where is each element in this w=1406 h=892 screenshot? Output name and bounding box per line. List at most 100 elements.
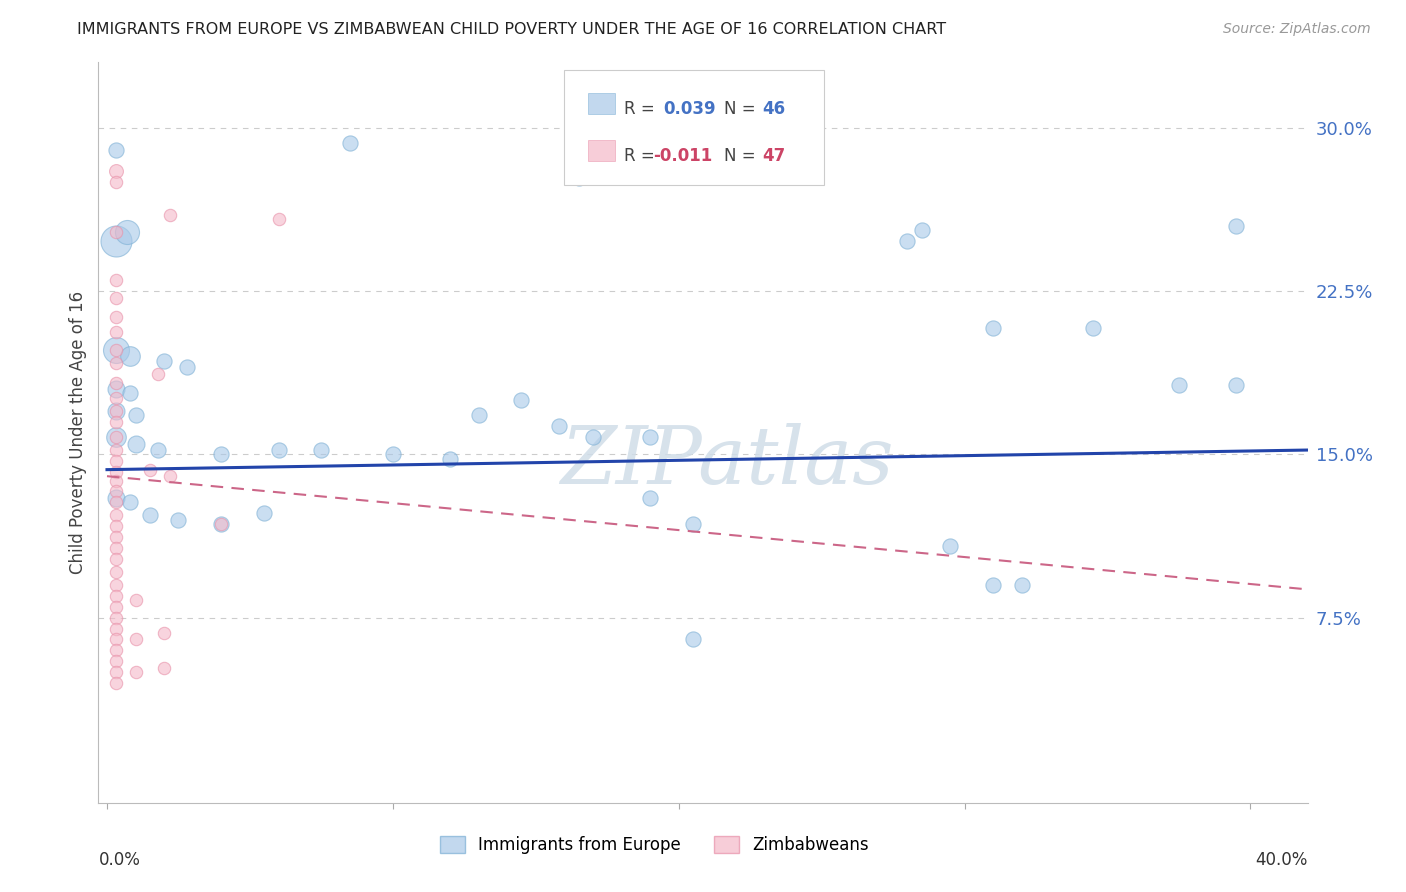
Point (267, 212, 290, 227)
Point (104, 175, 127, 189)
Text: 46: 46 (762, 100, 786, 118)
Point (124, 436, 146, 450)
Point (159, 469, 181, 483)
Point (209, 447, 232, 461)
Point (153, 661, 176, 675)
Point (510, 392, 533, 407)
Point (682, 517, 704, 532)
Point (104, 676, 127, 690)
Point (1011, 578, 1033, 592)
Point (439, 451, 461, 466)
Point (104, 643, 127, 657)
Point (118, 495, 141, 509)
Point (104, 578, 127, 592)
Point (124, 665, 146, 680)
Point (104, 376, 127, 390)
Point (104, 343, 127, 357)
Point (939, 539, 962, 553)
Point (148, 443, 170, 458)
Point (104, 164, 127, 178)
Text: N =: N = (724, 100, 755, 118)
Point (104, 474, 127, 488)
Point (104, 343, 127, 357)
Point (104, 565, 127, 579)
Point (104, 404, 127, 418)
Point (104, 443, 127, 458)
Point (1225, 377, 1247, 392)
Point (104, 382, 127, 396)
Point (104, 356, 127, 370)
Point (104, 632, 127, 647)
Point (104, 234, 127, 248)
Point (1083, 321, 1105, 335)
Point (124, 632, 146, 647)
Point (118, 386, 141, 401)
Point (153, 626, 176, 640)
Point (104, 599, 127, 614)
Point (104, 589, 127, 603)
Point (104, 552, 127, 566)
Point (104, 415, 127, 429)
Text: 0.0%: 0.0% (98, 851, 141, 869)
Point (104, 622, 127, 636)
Point (209, 517, 232, 532)
Point (104, 273, 127, 287)
Point (104, 225, 127, 239)
Point (1225, 219, 1247, 233)
Text: ZIPatlas: ZIPatlas (561, 424, 894, 501)
Point (104, 430, 127, 444)
Point (104, 665, 127, 680)
Text: N =: N = (724, 146, 755, 165)
Point (267, 443, 290, 458)
Point (1168, 377, 1191, 392)
Point (104, 495, 127, 509)
Text: Source: ZipAtlas.com: Source: ZipAtlas.com (1223, 22, 1371, 37)
Y-axis label: Child Poverty Under the Age of 16: Child Poverty Under the Age of 16 (69, 291, 87, 574)
Point (104, 611, 127, 625)
Point (467, 408, 489, 422)
Point (638, 430, 661, 444)
Point (139, 508, 162, 523)
Point (104, 491, 127, 505)
Point (104, 454, 127, 468)
Point (582, 430, 605, 444)
Point (104, 291, 127, 305)
Point (381, 447, 404, 461)
Point (148, 367, 170, 381)
Point (176, 360, 198, 375)
Point (139, 463, 162, 477)
Point (104, 519, 127, 533)
Point (118, 350, 141, 364)
Text: 47: 47 (762, 146, 786, 165)
Text: IMMIGRANTS FROM EUROPE VS ZIMBABWEAN CHILD POVERTY UNDER THE AGE OF 16 CORRELATI: IMMIGRANTS FROM EUROPE VS ZIMBABWEAN CHI… (77, 22, 946, 37)
Point (568, 170, 591, 185)
Point (159, 208, 181, 222)
Point (124, 593, 146, 607)
Point (104, 326, 127, 340)
Point (104, 404, 127, 418)
Point (153, 353, 176, 368)
Point (547, 419, 569, 434)
Point (911, 223, 934, 237)
FancyBboxPatch shape (588, 140, 614, 161)
Point (339, 136, 361, 150)
Text: R =: R = (624, 100, 655, 118)
Point (104, 465, 127, 479)
Point (104, 484, 127, 499)
Point (104, 530, 127, 544)
Point (311, 443, 333, 458)
Point (104, 391, 127, 405)
Text: R =: R = (624, 146, 655, 165)
Point (124, 408, 146, 422)
Text: 0.039: 0.039 (664, 100, 716, 118)
Point (104, 654, 127, 668)
Point (981, 578, 1004, 592)
Legend: Immigrants from Europe, Zimbabweans: Immigrants from Europe, Zimbabweans (433, 830, 876, 861)
Point (104, 508, 127, 523)
Point (167, 513, 190, 527)
Point (104, 310, 127, 325)
FancyBboxPatch shape (588, 93, 614, 114)
Text: 40.0%: 40.0% (1256, 851, 1308, 869)
Point (253, 506, 276, 520)
Point (981, 321, 1004, 335)
